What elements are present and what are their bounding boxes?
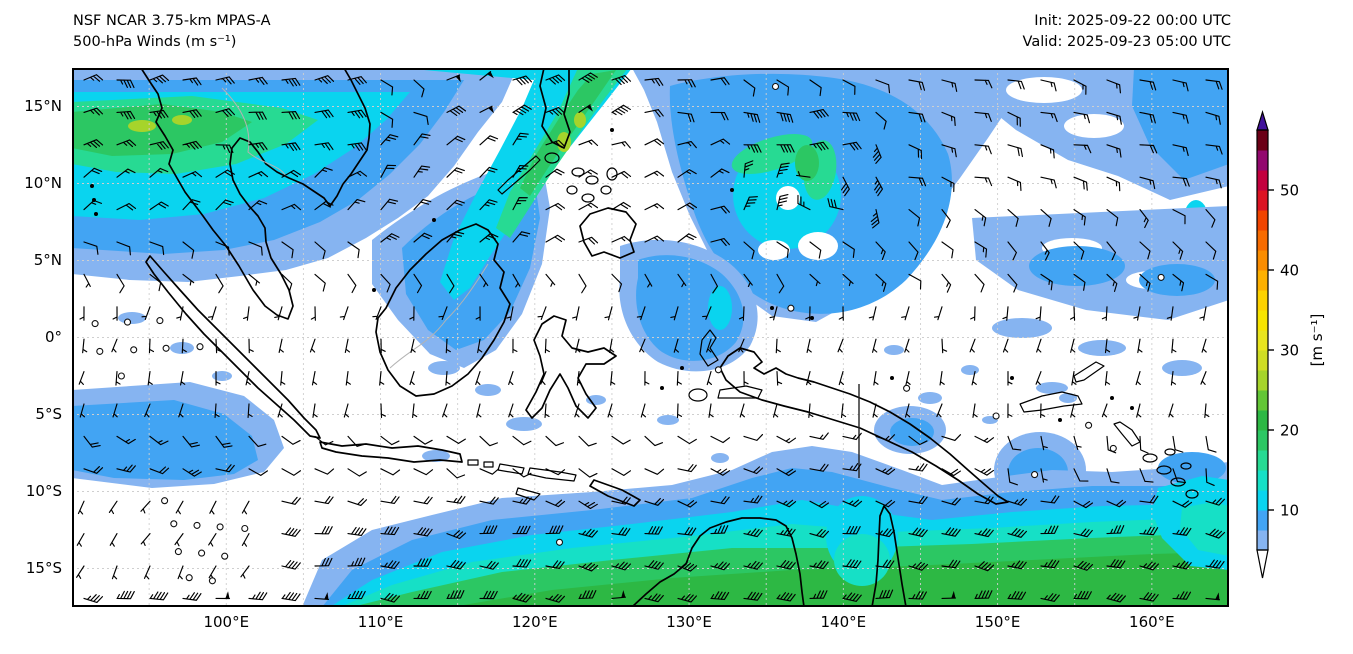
y-tick-label: 15°S — [25, 558, 62, 577]
init-time: Init: 2025-09-22 00:00 UTC — [1034, 13, 1231, 29]
x-tick-label: 140°E — [820, 613, 867, 631]
plot-title: NSF NCAR 3.75-km MPAS-A 500-hPa Winds (m… — [73, 11, 271, 53]
x-tick-label: 160°E — [1129, 613, 1175, 631]
y-tick-label: 0° — [44, 327, 62, 346]
x-tick-label: 120°E — [511, 613, 558, 631]
colorbar: 10 20 30 40 50 [m s⁻¹] — [1248, 100, 1353, 600]
x-tick-label: 100°E — [203, 613, 250, 631]
y-tick-label: 15°N — [24, 96, 62, 115]
wind-map — [72, 68, 1229, 607]
y-tick-label: 5°N — [33, 250, 62, 269]
plot-frame — [72, 68, 1229, 607]
colorbar-units-label: [m s⁻¹] — [1308, 314, 1326, 367]
coastlines — [90, 68, 1199, 607]
colorbar-svg: 10 20 30 40 50 [m s⁻¹] — [1256, 109, 1326, 579]
x-tick-label: 110°E — [357, 613, 404, 631]
x-tick-label: 130°E — [666, 613, 712, 631]
country-borders — [221, 87, 860, 478]
field-name: 500-hPa Winds (m s⁻¹) — [73, 34, 237, 50]
model-name: NSF NCAR 3.75-km MPAS-A — [73, 13, 271, 29]
y-tick-label: 10°N — [24, 173, 62, 192]
colorbar-tick-label: 30 — [1280, 342, 1299, 360]
y-tick-label: 5°S — [35, 404, 62, 423]
colorbar-tick-label: 40 — [1280, 262, 1299, 280]
colorbar-tick-label: 20 — [1280, 422, 1299, 440]
timestamps: Init: 2025-09-22 00:00 UTC Valid: 2025-0… — [1023, 11, 1231, 53]
x-tick-label: 150°E — [974, 613, 1021, 631]
calm-wind-circles — [91, 82, 1165, 585]
colorbar-tick-label: 10 — [1280, 502, 1299, 520]
y-tick-label: 10°S — [25, 481, 62, 500]
map-panel — [72, 68, 1229, 607]
valid-time: Valid: 2025-09-23 05:00 UTC — [1022, 34, 1231, 50]
colorbar-tick-label: 50 — [1280, 182, 1299, 200]
wind-barbs — [76, 71, 1226, 604]
wind-speed-shading — [72, 68, 1229, 607]
